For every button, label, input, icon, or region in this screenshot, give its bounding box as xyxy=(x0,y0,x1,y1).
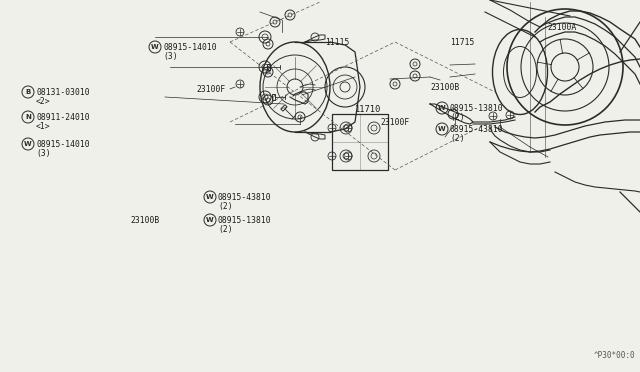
Text: 23100B: 23100B xyxy=(430,83,460,92)
Text: (3): (3) xyxy=(36,148,51,157)
Text: <1>: <1> xyxy=(36,122,51,131)
Text: W: W xyxy=(206,217,214,223)
Text: 08915-14010: 08915-14010 xyxy=(163,42,216,51)
Text: 08131-03010: 08131-03010 xyxy=(36,87,90,96)
Text: 23100F: 23100F xyxy=(196,84,225,93)
Text: B: B xyxy=(26,89,31,95)
Text: (2): (2) xyxy=(450,134,465,142)
Text: ^P30*00:0: ^P30*00:0 xyxy=(593,351,635,360)
Text: 23100A: 23100A xyxy=(547,22,576,32)
Text: N: N xyxy=(25,114,31,120)
Text: 11710: 11710 xyxy=(355,105,381,113)
Text: 11115: 11115 xyxy=(325,38,349,46)
Text: W: W xyxy=(438,105,446,111)
Text: W: W xyxy=(151,44,159,50)
Text: 11715: 11715 xyxy=(450,38,474,46)
Text: W: W xyxy=(438,126,446,132)
Text: 08915-43810: 08915-43810 xyxy=(218,192,271,202)
Text: 08915-14010: 08915-14010 xyxy=(36,140,90,148)
Text: (2): (2) xyxy=(450,112,465,122)
Text: (3): (3) xyxy=(163,51,178,61)
Text: W: W xyxy=(206,194,214,200)
Text: W: W xyxy=(24,141,32,147)
Text: (2): (2) xyxy=(218,224,232,234)
Text: (2): (2) xyxy=(218,202,232,211)
Text: <2>: <2> xyxy=(36,96,51,106)
Text: 08911-24010: 08911-24010 xyxy=(36,112,90,122)
Text: 08915-43810: 08915-43810 xyxy=(450,125,504,134)
Text: 23100F: 23100F xyxy=(380,118,409,126)
Text: 08915-13810: 08915-13810 xyxy=(218,215,271,224)
Text: 08915-13810: 08915-13810 xyxy=(450,103,504,112)
Text: 23100B: 23100B xyxy=(130,215,159,224)
